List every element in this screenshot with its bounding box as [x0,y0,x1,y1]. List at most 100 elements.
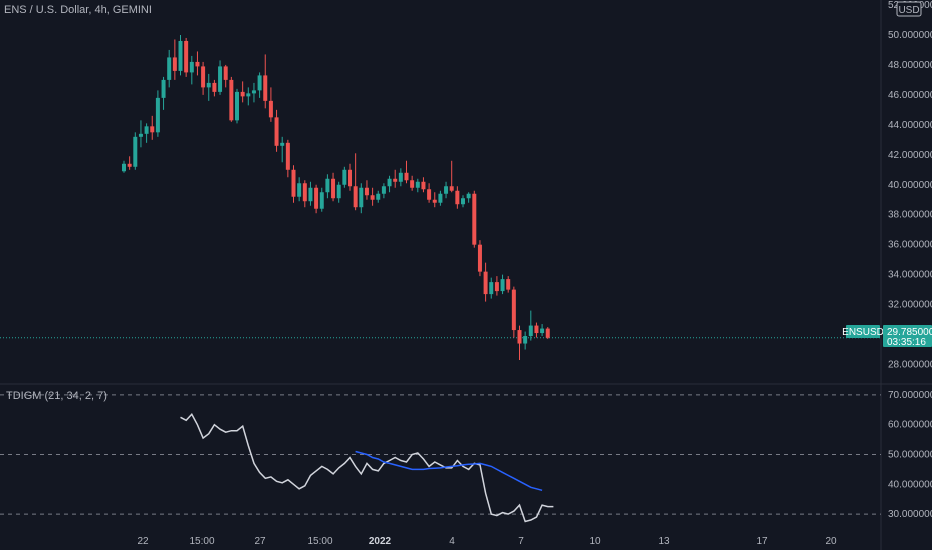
indicator-tick-label: 50.000000 [888,450,932,461]
candle[interactable] [161,76,166,110]
indicator-label[interactable]: TDIGM (21, 34, 2, 7) [6,390,107,402]
candle[interactable] [421,177,426,193]
price-tick-label: 48.000000 [888,60,932,71]
indicator-tick-label: 70.000000 [888,390,932,401]
candle[interactable] [444,181,449,199]
candle[interactable] [364,180,369,200]
candle[interactable] [189,55,194,85]
candle[interactable] [534,322,539,338]
candle[interactable] [178,34,183,76]
candle[interactable] [240,81,245,103]
candle[interactable] [195,51,200,76]
candle[interactable] [393,169,398,188]
candle[interactable] [235,88,239,124]
indicator-pane: 70.000000 60.000000 50.000000 40.000000 30.0… [0,390,932,523]
candle[interactable] [155,90,160,137]
candle[interactable] [540,324,545,337]
candle[interactable] [246,87,251,106]
candle[interactable] [376,190,381,203]
candle[interactable] [206,73,211,101]
candle[interactable] [201,61,206,95]
candle[interactable] [449,160,454,193]
price-tick-label: 44.000000 [888,120,932,131]
candle[interactable] [184,37,189,77]
indicator-main-line[interactable] [180,413,554,523]
candle[interactable] [483,262,488,302]
price-tick-label: 40.000000 [888,180,932,191]
candle[interactable] [212,79,217,97]
candle[interactable] [455,186,460,209]
last-price-badge [883,325,932,347]
candle[interactable] [263,54,268,109]
candle[interactable] [291,165,296,203]
candle[interactable] [500,274,505,295]
time-tick-label: 2022 [369,536,392,547]
time-axis: 22 15:00 27 15:00 2022 4 7 10 13 17 20 [137,536,837,547]
candle[interactable] [506,276,511,293]
candle[interactable] [133,132,138,170]
candle[interactable] [172,39,177,80]
candle[interactable] [489,277,494,299]
candle[interactable] [381,183,386,199]
indicator-signal-line[interactable] [355,450,543,492]
candle[interactable] [218,60,223,95]
candle[interactable] [359,183,364,214]
currency-badge[interactable] [896,1,922,17]
candle[interactable] [268,87,273,122]
bar-countdown: 03:35:16 [887,337,926,348]
candle[interactable] [336,181,341,203]
candle[interactable] [370,187,375,206]
candle[interactable] [528,310,533,341]
candle[interactable] [251,82,256,103]
candle[interactable] [517,325,522,361]
candle[interactable] [477,240,482,277]
candle[interactable] [257,72,262,98]
candle[interactable] [398,168,403,187]
candle[interactable] [438,190,443,206]
candle[interactable] [410,175,415,191]
candle[interactable] [167,49,172,88]
candle[interactable] [319,187,324,212]
indicator-tick-label: 60.000000 [888,420,932,431]
candle[interactable] [314,184,319,214]
candle[interactable] [302,180,307,208]
candle[interactable] [353,153,358,211]
candle[interactable] [223,64,228,88]
last-price-value: 29.785000 [887,327,932,338]
candle[interactable] [404,160,409,184]
candle[interactable] [150,115,155,140]
candle[interactable] [122,160,126,173]
candle[interactable] [297,177,302,202]
candle[interactable] [325,174,330,199]
candle[interactable] [280,136,285,163]
candle[interactable] [523,331,528,350]
candle[interactable] [285,139,290,178]
candle[interactable] [432,192,437,208]
candle[interactable] [308,181,313,206]
candle[interactable] [472,190,477,248]
candle[interactable] [274,109,279,152]
time-tick-label: 27 [254,536,266,547]
candle[interactable] [494,276,499,296]
candle[interactable] [348,163,352,191]
price-tick-label: 28.000000 [888,360,932,371]
time-tick-label: 20 [825,536,837,547]
candle[interactable] [466,192,471,203]
candle[interactable] [144,123,149,143]
time-tick-label: 10 [589,536,601,547]
candle[interactable] [545,327,550,340]
candle[interactable] [342,166,347,188]
candle[interactable] [229,76,234,122]
candle[interactable] [427,183,432,203]
candle[interactable] [511,286,516,338]
candle[interactable] [461,195,465,208]
candle-series [122,34,550,361]
price-tick-label: 46.000000 [888,90,932,101]
candle[interactable] [127,156,132,170]
time-tick-label: 4 [449,536,455,547]
candle[interactable] [415,178,420,193]
candle[interactable] [138,120,143,148]
candle[interactable] [331,172,336,202]
candle[interactable] [387,175,392,193]
